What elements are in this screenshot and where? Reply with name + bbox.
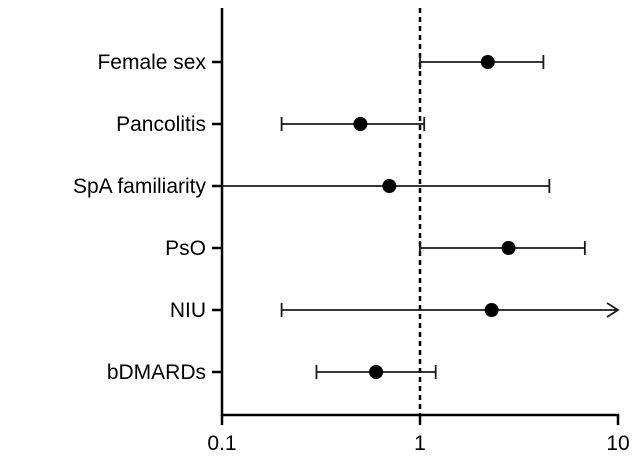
ci-arrow [606,302,620,318]
point-estimate [501,241,516,255]
row-label: SpA familiarity [73,175,207,198]
point-estimate [382,179,397,193]
row-label: Female sex [97,51,206,74]
row-label: PsO [165,237,206,260]
point-estimate [353,117,368,131]
row-label: bDMARDs [107,361,206,384]
x-tick-label: 10 [606,432,629,455]
plot-area: 0.1 1 10 Female sex Pancolitis SpA familiarit… [73,8,630,455]
point-estimate [480,55,495,69]
x-tick-label: 1 [414,432,426,455]
point-estimate [369,365,384,379]
row-label: NIU [170,299,206,322]
point-estimate [484,303,499,317]
x-tick-label: 0.1 [207,432,236,455]
row-label: Pancolitis [116,113,206,136]
